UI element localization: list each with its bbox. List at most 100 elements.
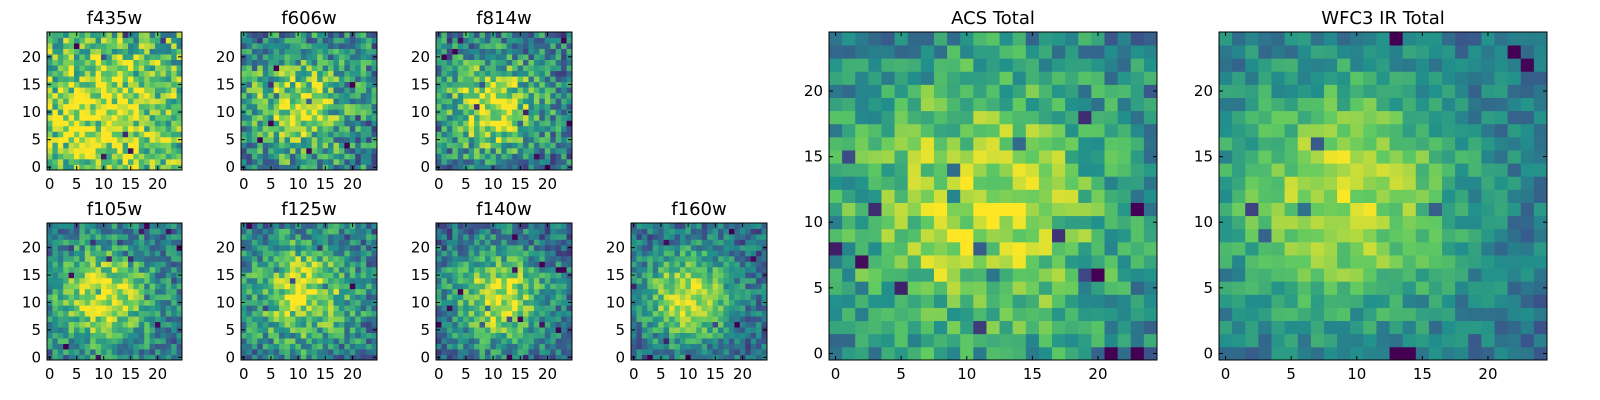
heatmap-cell	[155, 109, 161, 116]
heatmap-cell	[349, 338, 356, 344]
heatmap-cell	[149, 32, 156, 38]
heatmap-cell	[446, 109, 453, 116]
heatmap-cell	[468, 261, 475, 268]
heatmap-cell	[468, 266, 475, 273]
heatmap-cell	[756, 223, 762, 229]
heatmap-cell	[490, 59, 497, 66]
heatmap-cell	[295, 103, 302, 110]
heatmap-cell	[295, 321, 302, 328]
heatmap-cell	[734, 283, 741, 290]
heatmap-cell	[739, 338, 746, 344]
heatmap-cell	[273, 305, 280, 312]
heatmap-cell	[79, 305, 86, 312]
heatmap-cell	[117, 354, 123, 361]
heatmap-cell	[160, 354, 167, 361]
heatmap-cell	[506, 316, 513, 323]
heatmap-cell	[474, 92, 480, 99]
heatmap-cell	[674, 299, 681, 306]
heatmap-cell	[506, 305, 513, 312]
heatmap-cell	[165, 87, 172, 94]
heatmap-cell	[90, 153, 96, 160]
heatmap-cell	[561, 142, 567, 149]
heatmap-cell	[679, 277, 686, 284]
heatmap-cell	[647, 294, 654, 301]
heatmap-cell	[155, 120, 161, 127]
heatmap-cell	[47, 239, 53, 246]
heatmap-cell	[95, 294, 102, 301]
heatmap-cell	[138, 76, 145, 83]
heatmap-cell	[501, 228, 508, 235]
heatmap-cell	[68, 244, 75, 251]
heatmap-cell	[718, 338, 724, 344]
heatmap-cell	[652, 349, 659, 355]
heatmap-cell	[647, 266, 654, 273]
heatmap-cell	[155, 349, 161, 355]
heatmap-cell	[366, 310, 372, 317]
heatmap-cell	[523, 255, 529, 262]
heatmap-cell	[544, 103, 551, 110]
heatmap-cell	[490, 109, 497, 116]
heatmap-cell	[718, 255, 724, 262]
heatmap-cell	[539, 239, 546, 246]
heatmap-cell	[528, 233, 535, 240]
heatmap-cell	[550, 136, 557, 143]
heatmap-cell	[133, 81, 140, 88]
heatmap-cell	[144, 120, 150, 127]
heatmap-cell	[262, 327, 269, 333]
heatmap-cell	[322, 343, 329, 350]
heatmap-cell	[349, 288, 356, 295]
heatmap-cell	[133, 288, 140, 295]
heatmap-cell	[452, 261, 459, 268]
heatmap-cell	[284, 103, 291, 110]
heatmap-cell	[512, 98, 518, 105]
heatmap-cell	[523, 131, 529, 138]
heatmap-cell	[328, 327, 334, 333]
heatmap-cell	[641, 266, 648, 273]
heatmap-cell	[344, 228, 351, 235]
heatmap-cell	[739, 272, 746, 279]
heatmap-cell	[371, 266, 378, 273]
heatmap-cell	[79, 87, 86, 94]
heatmap-cell	[555, 114, 562, 121]
heatmap-cell	[295, 338, 302, 344]
heatmap-cell	[128, 125, 134, 132]
heatmap-cell	[84, 343, 91, 350]
heatmap-cell	[468, 250, 475, 257]
heatmap-cell	[344, 114, 351, 121]
x-tick-label: 0	[434, 175, 444, 193]
heatmap-cell	[1104, 241, 1119, 256]
heatmap-cell	[533, 343, 540, 350]
heatmap-cell	[533, 277, 540, 284]
heatmap-cell	[750, 316, 757, 323]
heatmap-cell	[1012, 189, 1027, 203]
heatmap-cell	[484, 239, 491, 246]
heatmap-cell	[268, 54, 275, 60]
heatmap-cell	[284, 98, 291, 105]
heatmap-cell	[501, 81, 508, 88]
heatmap-cell	[128, 239, 134, 246]
heatmap-cell	[122, 37, 129, 44]
heatmap-cell	[328, 332, 334, 339]
heatmap-cell	[322, 266, 329, 273]
heatmap-cell	[734, 299, 741, 306]
heatmap-cell	[468, 283, 475, 290]
heatmap-cell	[1104, 281, 1119, 295]
heatmap-cell	[63, 310, 69, 317]
heatmap-cell	[74, 283, 80, 290]
heatmap-cell	[539, 332, 546, 339]
heatmap-cell	[1065, 163, 1079, 177]
heatmap-cell	[311, 43, 318, 49]
heatmap-cell	[490, 70, 497, 77]
heatmap-cell	[117, 338, 123, 344]
heatmap-cell	[122, 136, 129, 143]
heatmap-cell	[149, 343, 156, 350]
heatmap-cell	[484, 332, 491, 339]
heatmap-cell	[829, 320, 843, 335]
heatmap-cell	[960, 241, 974, 256]
heatmap-cell	[463, 136, 470, 143]
heatmap-cell	[490, 37, 497, 44]
x-tick-label: 20	[538, 365, 557, 383]
heatmap-cell	[176, 59, 183, 66]
heatmap-cell	[355, 244, 362, 251]
heatmap-cell	[641, 349, 648, 355]
